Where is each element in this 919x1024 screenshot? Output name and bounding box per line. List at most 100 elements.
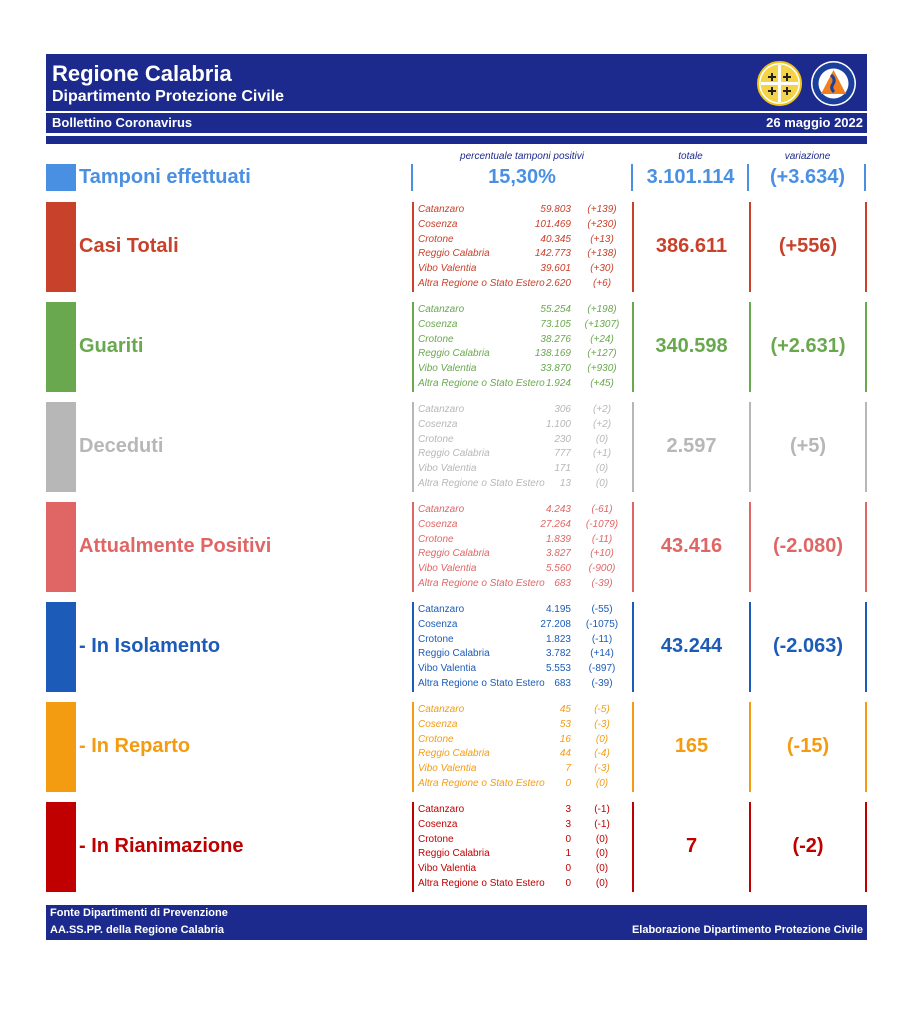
- province-delta: (0): [595, 463, 609, 475]
- province-name: Crotone: [418, 733, 454, 745]
- province-name: Reggio Calabria: [418, 448, 490, 460]
- province-name: Cosenza: [418, 618, 458, 630]
- province-name: Cosenza: [418, 318, 458, 330]
- category-swatch: [46, 402, 76, 492]
- province-delta: (-11): [591, 633, 613, 645]
- province-delta: (+1): [592, 448, 612, 460]
- province-name: Reggio Calabria: [418, 648, 490, 660]
- category-variation-cell: (-2.080): [749, 502, 867, 592]
- category-variation: (+556): [778, 235, 838, 257]
- province-delta: (-39): [591, 578, 613, 589]
- page-subtitle: Dipartimento Protezione Civile: [52, 88, 285, 105]
- tamponi-percent: 15,30%: [488, 166, 556, 188]
- province-value: 1.823: [545, 633, 571, 645]
- category-label: - In Isolamento: [79, 635, 221, 657]
- province-value: 230: [554, 433, 571, 445]
- province-name: Vibo Valentia: [418, 363, 477, 375]
- category-block: Deceduti Catanzaro 306 (+2) Cosenza 1.100 (+2)…: [46, 402, 867, 492]
- province-name: Reggio Calabria: [418, 848, 490, 860]
- province-name: Reggio Calabria: [418, 748, 490, 760]
- category-variation-cell: (-2.063): [749, 602, 867, 692]
- category-swatch: [46, 302, 76, 392]
- province-value: 0: [565, 833, 571, 845]
- province-delta: (-900): [588, 563, 616, 575]
- category-total: 165: [674, 735, 709, 757]
- divider: [864, 164, 866, 191]
- province-value: 5.560: [545, 563, 571, 575]
- category-variation-cell: (-2): [749, 802, 867, 892]
- province-delta: (-1): [594, 818, 610, 830]
- province-delta: (0): [595, 833, 609, 845]
- page-title: Regione Calabria: [52, 61, 232, 86]
- category-total-cell: 386.611: [634, 202, 749, 292]
- province-name: Cosenza: [418, 818, 458, 830]
- province-name: Altra Regione o Stato Estero: [418, 678, 545, 689]
- col-head-percent: percentuale tamponi positivi: [460, 151, 584, 162]
- province-value: 40.345: [540, 233, 571, 245]
- divider: [411, 164, 413, 191]
- province-value: 53: [559, 718, 571, 730]
- province-value: 13: [559, 478, 571, 489]
- province-delta: (+139): [587, 204, 617, 215]
- province-value: 683: [554, 678, 571, 689]
- province-delta: (-3): [594, 718, 610, 730]
- province-value: 0: [565, 878, 571, 889]
- category-total: 43.244: [660, 635, 723, 657]
- footer-source-line1: Fonte Dipartimenti di Prevenzione: [50, 907, 228, 919]
- province-delta: (+1307): [584, 318, 620, 330]
- province-value: 55.254: [540, 304, 571, 315]
- province-value: 45: [559, 704, 571, 715]
- col-head-total: totale: [678, 151, 703, 162]
- province-delta: (0): [595, 848, 609, 860]
- category-swatch: [46, 702, 76, 792]
- province-value: 27.264: [540, 518, 571, 530]
- province-value: 683: [554, 578, 571, 589]
- province-name: Vibo Valentia: [418, 663, 477, 675]
- province-value: 1: [565, 848, 571, 860]
- province-name: Crotone: [418, 333, 454, 345]
- province-delta: (0): [595, 733, 609, 745]
- category-block: - In Rianimazione Catanzaro 3 (-1) Cosenza 3 (…: [46, 802, 867, 892]
- province-delta: (+24): [590, 333, 614, 345]
- divider: [747, 164, 749, 191]
- category-variation: (+5): [789, 435, 827, 457]
- category-swatch: [46, 202, 76, 292]
- province-delta: (-1): [594, 804, 610, 815]
- province-name: Cosenza: [418, 418, 458, 430]
- category-total: 340.598: [655, 335, 728, 357]
- category-variation: (-2.063): [772, 635, 844, 657]
- category-variation: (+2.631): [770, 335, 846, 357]
- province-delta: (+930): [587, 363, 617, 375]
- province-value: 3: [565, 818, 571, 830]
- province-delta: (0): [595, 433, 609, 445]
- province-name: Altra Regione o Stato Estero: [418, 478, 545, 489]
- category-total-cell: 340.598: [634, 302, 749, 392]
- category-label: Attualmente Positivi: [79, 535, 272, 557]
- tamponi-label: Tamponi effettuati: [79, 166, 251, 188]
- category-variation: (-15): [786, 735, 830, 757]
- province-delta: (-897): [588, 663, 616, 675]
- province-value: 73.105: [540, 318, 571, 330]
- province-delta: (+230): [587, 218, 617, 230]
- province-delta: (+14): [590, 648, 614, 660]
- province-name: Catanzaro: [418, 804, 465, 815]
- province-name: Altra Regione o Stato Estero: [418, 778, 545, 789]
- province-name: Crotone: [418, 533, 454, 545]
- province-value: 39.601: [540, 263, 571, 275]
- province-name: Vibo Valentia: [418, 863, 477, 875]
- province-delta: (+138): [587, 248, 617, 260]
- province-breakdown: Catanzaro 306 (+2) Cosenza 1.100 (+2) Crotone 2…: [412, 402, 634, 492]
- province-delta: (+13): [590, 233, 614, 245]
- category-block: Casi Totali Catanzaro 59.803 (+139) Cosenza 1…: [46, 202, 867, 292]
- province-name: Catanzaro: [418, 504, 465, 515]
- province-value: 2.620: [545, 278, 571, 289]
- category-block: Attualmente Positivi Catanzaro 4.243 (-61) C…: [46, 502, 867, 592]
- province-delta: (+30): [590, 263, 614, 275]
- province-value: 33.870: [540, 363, 571, 375]
- province-name: Vibo Valentia: [418, 563, 477, 575]
- province-value: 3: [565, 804, 571, 815]
- category-swatch: [46, 802, 76, 892]
- province-delta: (-1079): [585, 518, 619, 530]
- category-block: - In Reparto Catanzaro 45 (-5) Cosenza 53 (-3)…: [46, 702, 867, 792]
- category-total-cell: 7: [634, 802, 749, 892]
